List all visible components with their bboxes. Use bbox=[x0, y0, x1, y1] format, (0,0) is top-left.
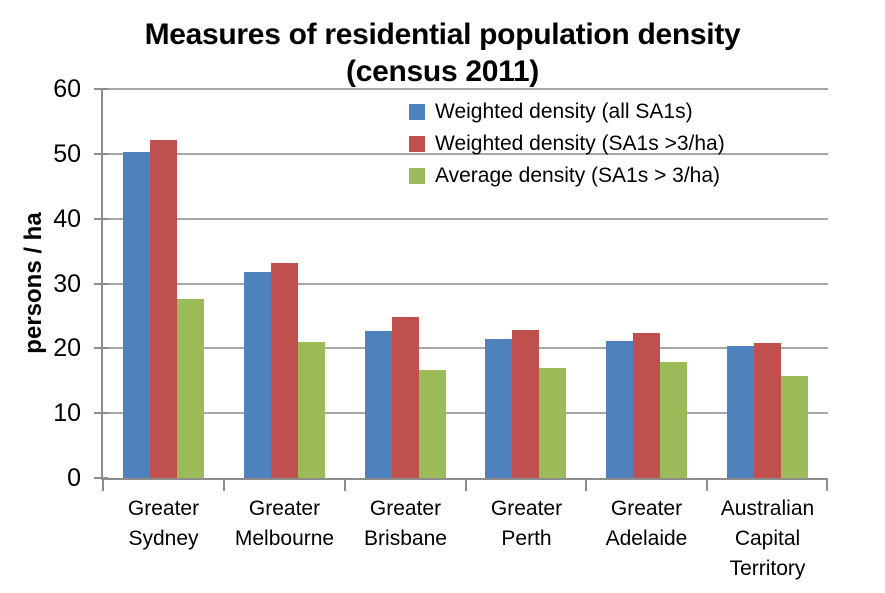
x-category-label: Greater Melbourne bbox=[234, 497, 335, 550]
y-axis-tick bbox=[94, 218, 108, 220]
y-axis-tick bbox=[94, 283, 108, 285]
x-axis-tick bbox=[706, 478, 708, 491]
legend-label: Weighted density (all SA1s) bbox=[435, 100, 693, 123]
x-axis-tick bbox=[102, 478, 104, 491]
legend-label: Average density (SA1s > 3/ha) bbox=[435, 164, 721, 187]
bar bbox=[633, 333, 660, 478]
bar bbox=[754, 343, 781, 478]
bar bbox=[150, 140, 177, 478]
legend-item: Weighted density (all SA1s) bbox=[409, 96, 725, 128]
bar bbox=[298, 342, 325, 478]
legend-swatch bbox=[409, 168, 425, 184]
y-tick-label: 60 bbox=[53, 75, 81, 103]
grid-line bbox=[103, 412, 828, 414]
y-axis-tick bbox=[94, 88, 108, 90]
bar bbox=[485, 339, 512, 478]
y-tick-label: 20 bbox=[53, 334, 81, 362]
x-axis-tick bbox=[465, 478, 467, 491]
x-axis-tick bbox=[223, 478, 225, 491]
y-tick-label: 30 bbox=[53, 270, 81, 298]
grid-line bbox=[103, 347, 828, 349]
y-tick-label: 0 bbox=[67, 464, 81, 492]
bar bbox=[123, 152, 150, 478]
x-category-label: Greater Brisbane bbox=[364, 497, 447, 550]
x-axis-tick bbox=[344, 478, 346, 491]
legend-swatch bbox=[409, 104, 425, 120]
grid-line bbox=[103, 218, 828, 220]
bar bbox=[660, 362, 687, 478]
bar bbox=[244, 272, 271, 478]
legend-item: Weighted density (SA1s >3/ha) bbox=[409, 128, 725, 160]
x-category-label: Greater Sydney bbox=[127, 497, 200, 550]
plot-area: 0 10 20 30 40 50 60 Weighted density (all SA1s… bbox=[53, 75, 828, 580]
x-category-label: Australian Capital Territory bbox=[720, 497, 815, 580]
bar bbox=[539, 368, 566, 478]
bar bbox=[606, 341, 633, 478]
bar bbox=[365, 331, 392, 478]
y-axis-tick bbox=[94, 477, 108, 479]
chart-title: Measures of residential population densi… bbox=[144, 18, 741, 51]
chart-subtitle: (census 2011) bbox=[346, 55, 539, 88]
bar bbox=[727, 346, 754, 478]
x-axis-tick bbox=[585, 478, 587, 491]
x-category-label: Greater Adelaide bbox=[605, 497, 688, 550]
bar bbox=[177, 299, 204, 478]
legend-label: Weighted density (SA1s >3/ha) bbox=[435, 132, 725, 155]
bar bbox=[271, 263, 298, 478]
y-tick-label: 40 bbox=[53, 205, 81, 233]
legend-swatch bbox=[409, 136, 425, 152]
bar bbox=[419, 370, 446, 478]
y-axis-tick bbox=[94, 412, 108, 414]
bar bbox=[392, 317, 419, 478]
y-tick-label: 50 bbox=[53, 140, 81, 168]
bar bbox=[781, 376, 808, 478]
grid-line bbox=[103, 153, 828, 155]
y-tick-label: 10 bbox=[53, 399, 81, 427]
y-axis-tick bbox=[94, 153, 108, 155]
grid-line bbox=[103, 88, 828, 90]
y-axis-tick bbox=[94, 347, 108, 349]
x-category-label: Greater Perth bbox=[490, 497, 563, 550]
legend: Weighted density (all SA1s) Weighted dens… bbox=[409, 96, 725, 192]
legend-item: Average density (SA1s > 3/ha) bbox=[409, 160, 725, 192]
grid-line bbox=[103, 283, 828, 285]
x-axis-tick bbox=[826, 478, 828, 491]
bar bbox=[512, 330, 539, 478]
